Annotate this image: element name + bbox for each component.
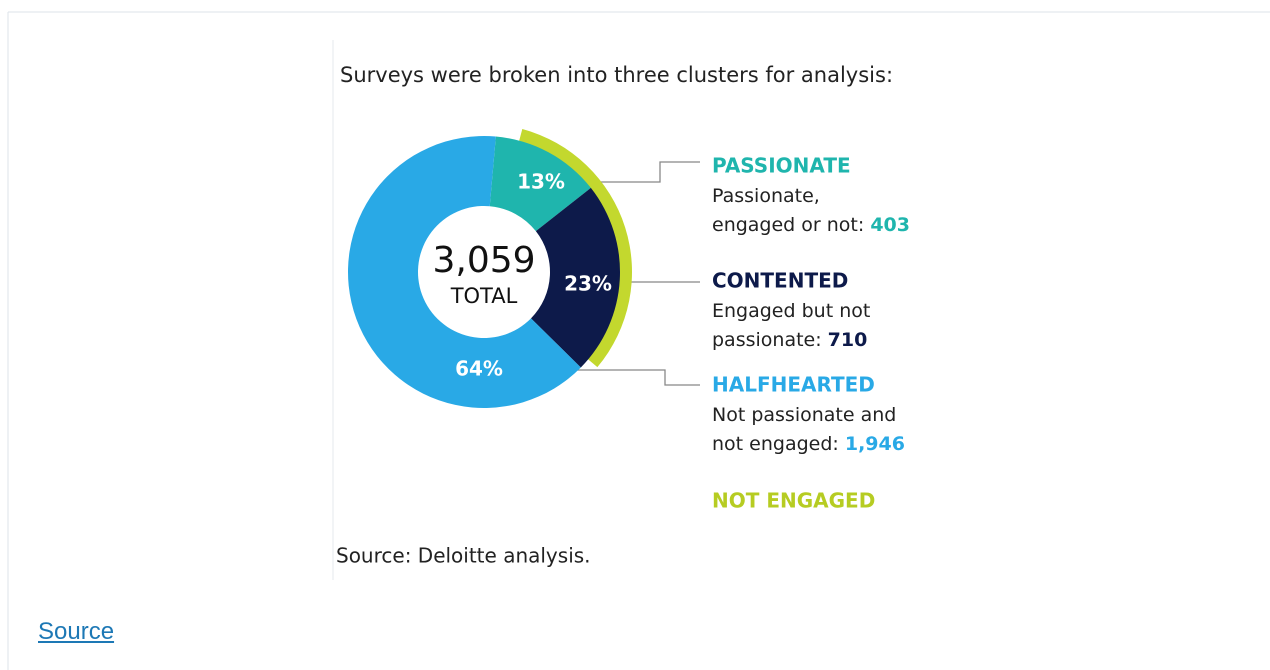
legend-title: CONTENTED: [712, 269, 848, 293]
total-value: 3,059: [432, 240, 535, 281]
slice-label: 23%: [564, 272, 612, 296]
not-engaged-band: [518, 129, 633, 368]
description-text: Engaged but not: [712, 300, 870, 322]
legend-description: Not passionate and: [712, 404, 896, 426]
slice-label: 13%: [517, 170, 565, 194]
legend-description: engaged or not: 403: [712, 214, 910, 236]
description-text: Passionate,: [712, 185, 820, 207]
count-label: 710: [828, 329, 868, 351]
chart-title: Surveys were broken into three clusters …: [340, 63, 893, 87]
chart-source: Source: Deloitte analysis.: [336, 544, 591, 568]
legend-title: PASSIONATE: [712, 154, 851, 178]
count-label: 1,946: [845, 433, 905, 455]
legend-title: NOT ENGAGED: [712, 489, 875, 513]
legend-description: passionate: 710: [712, 329, 867, 351]
count-label: 403: [870, 214, 910, 236]
legend-description: Passionate,: [712, 185, 820, 207]
description-text: engaged or not:: [712, 214, 870, 236]
slice-label: 64%: [455, 357, 503, 381]
legend-description: not engaged: 1,946: [712, 433, 905, 455]
legend-description: Engaged but not: [712, 300, 870, 322]
slice: [348, 136, 581, 408]
slice: [530, 187, 620, 368]
total-caption: TOTAL: [450, 284, 518, 308]
legend-title: HALFHEARTED: [712, 373, 875, 397]
description-text: Not passionate and: [712, 404, 896, 426]
description-text: passionate:: [712, 329, 828, 351]
source-link[interactable]: Source: [38, 618, 115, 645]
slice: [489, 136, 591, 232]
description-text: not engaged:: [712, 433, 845, 455]
